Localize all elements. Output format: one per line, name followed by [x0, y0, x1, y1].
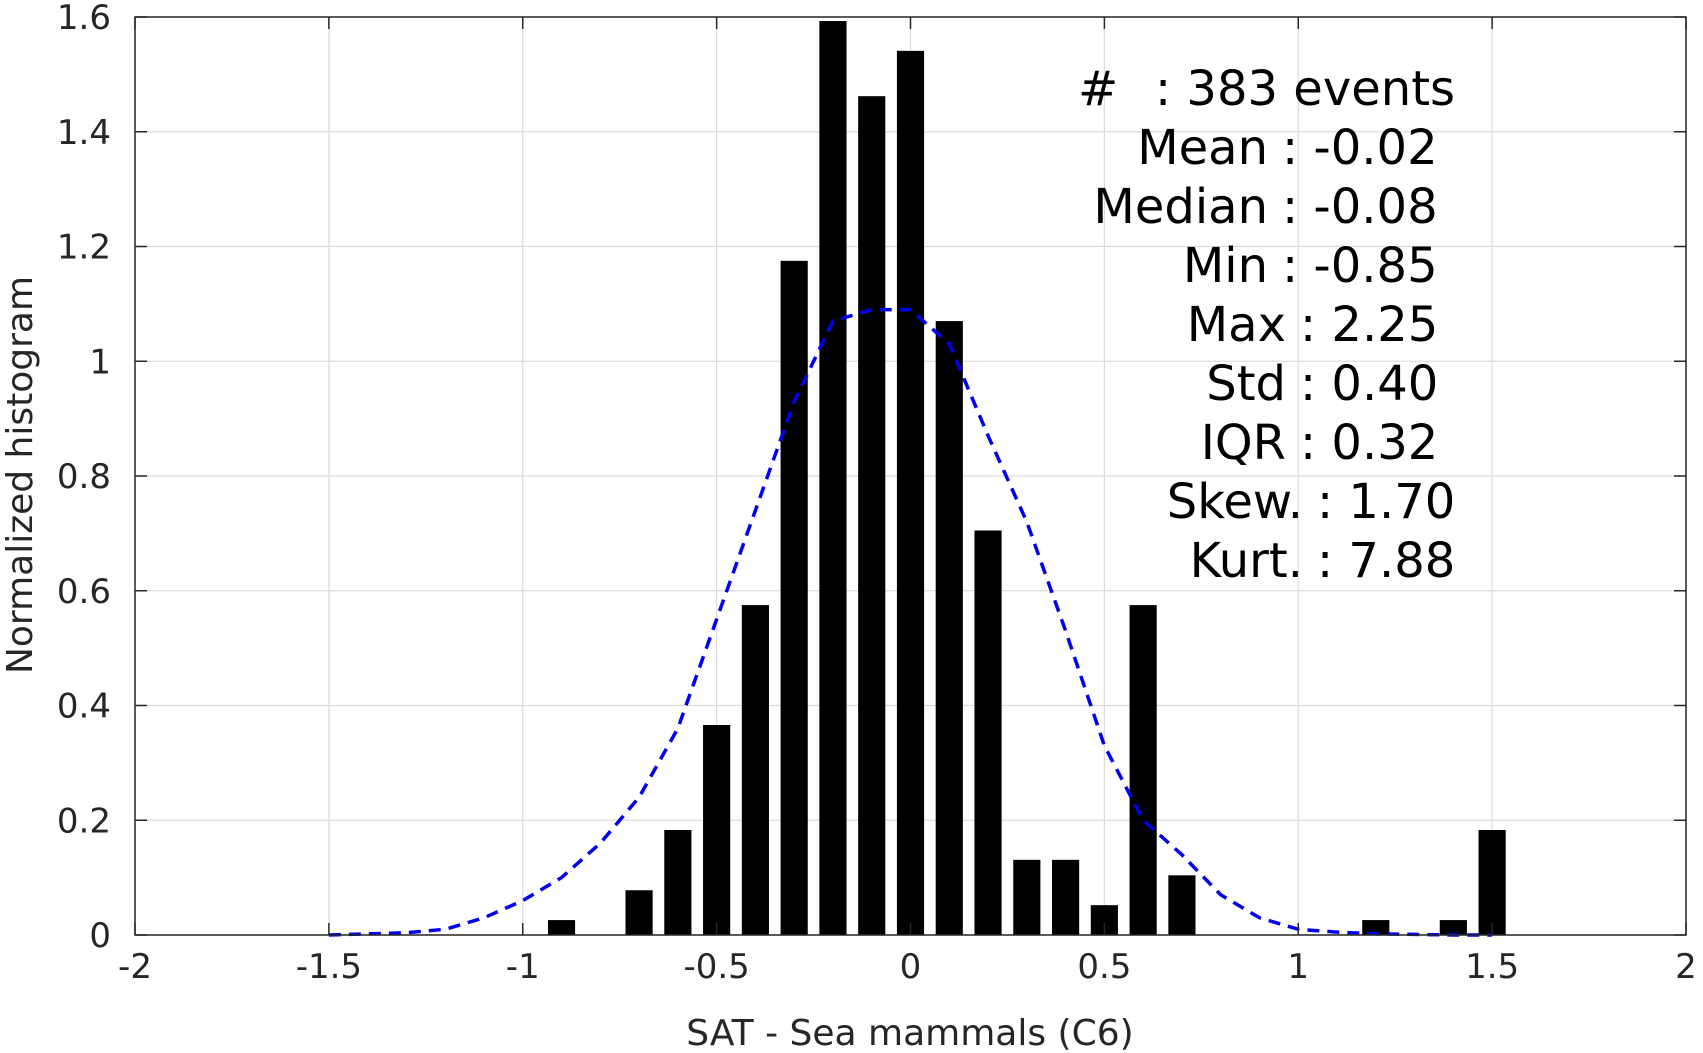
y-tick-label: 0.8 — [57, 457, 111, 497]
y-tick-label: 1.6 — [57, 0, 111, 38]
stats-value: : 1.70 — [1317, 474, 1455, 530]
x-tick-label: -2 — [118, 947, 152, 987]
histogram-bar — [780, 260, 808, 935]
histogram-bars — [547, 21, 1506, 936]
x-tick-label: 2 — [1675, 947, 1697, 987]
y-tick-label: 0.4 — [57, 687, 111, 727]
histogram-bar — [547, 920, 576, 935]
histogram-bar — [741, 605, 769, 935]
histogram-bar — [1013, 859, 1041, 935]
stats-key: Kurt. — [1190, 533, 1303, 589]
histogram-bar — [703, 725, 731, 935]
x-tick-label: -0.5 — [683, 947, 749, 987]
stats-value: : -0.85 — [1282, 238, 1438, 294]
histogram-bar — [1478, 830, 1506, 935]
histogram-bar — [858, 96, 886, 936]
histogram-bar — [935, 321, 963, 935]
stats-value: : 0.32 — [1300, 415, 1438, 471]
stats-value: : 7.88 — [1317, 533, 1455, 589]
stats-value: : -0.08 — [1282, 179, 1438, 235]
stats-value: : -0.02 — [1282, 120, 1438, 176]
histogram-bar — [1362, 920, 1390, 935]
stats-value: : 0.40 — [1300, 356, 1438, 412]
x-tick-label: 0.5 — [1077, 947, 1131, 987]
histogram-bar — [819, 21, 847, 936]
y-tick-label: 0 — [89, 916, 111, 956]
stats-key: Min — [1183, 238, 1268, 294]
axis-ticks — [134, 16, 1687, 936]
histogram-bar — [1052, 859, 1080, 935]
y-axis-title: Normalized histogram — [0, 276, 41, 674]
y-tick-label: 0.6 — [57, 572, 111, 612]
histogram-bar — [1439, 920, 1467, 935]
stats-key: Mean — [1137, 120, 1268, 176]
x-tick-label: 1.5 — [1465, 947, 1519, 987]
x-tick-labels: -2 -1.5 -1 -0.5 0 0.5 1 1.5 2 — [118, 947, 1697, 987]
stats-value: : 383 events — [1155, 61, 1455, 117]
histogram-bar — [625, 890, 653, 935]
stats-key: Median — [1093, 179, 1268, 235]
y-tick-label: 1 — [89, 342, 111, 382]
y-tick-labels: 0 0.2 0.4 0.6 0.8 1 1.2 1.4 1.6 — [57, 0, 111, 956]
histogram-bar — [896, 50, 925, 935]
y-tick-label: 1.2 — [57, 228, 111, 268]
histogram-bar — [1129, 605, 1157, 935]
histogram-bar — [664, 830, 692, 935]
x-tick-label: -1.5 — [296, 947, 362, 987]
histogram-bar — [974, 530, 1002, 935]
x-tick-label: -1 — [506, 947, 540, 987]
stats-value: : 2.25 — [1300, 297, 1438, 353]
stats-key: # — [1078, 61, 1118, 117]
stats-key: Skew. — [1167, 474, 1303, 530]
histogram-bar — [1168, 875, 1196, 935]
y-tick-label: 1.4 — [57, 113, 111, 153]
y-tick-label: 0.2 — [57, 801, 111, 841]
stats-key: IQR — [1201, 415, 1286, 471]
x-tick-label: 1 — [1287, 947, 1309, 987]
stats-key: Max — [1187, 297, 1286, 353]
x-tick-label: 0 — [900, 947, 922, 987]
x-axis-title: SAT - Sea mammals (C6) — [686, 1013, 1133, 1053]
stats-key: Std — [1206, 356, 1286, 412]
